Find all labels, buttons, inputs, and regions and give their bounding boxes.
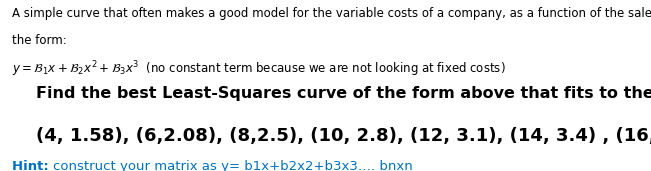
Text: A simple curve that often makes a good model for the variable costs of a company: A simple curve that often makes a good m…: [12, 7, 651, 20]
Text: Find the best Least-Squares curve of the form above that fits to the data:: Find the best Least-Squares curve of the…: [36, 86, 651, 101]
Text: (4, 1.58), (6,2.08), (8,2.5), (10, 2.8), (12, 3.1), (14, 3.4) , (16, 3.8) and (1: (4, 1.58), (6,2.08), (8,2.5), (10, 2.8),…: [36, 127, 651, 145]
Text: construct your matrix as y= b1x+b2x2+b3x3…. bnxn: construct your matrix as y= b1x+b2x2+b3x…: [53, 160, 413, 171]
Text: $y = \mathcal{B}_1x + \mathcal{B}_2x^2 + \mathcal{B}_3x^3$  (no constant term be: $y = \mathcal{B}_1x + \mathcal{B}_2x^2 +…: [12, 59, 505, 79]
Text: the form:: the form:: [12, 34, 66, 47]
Text: Hint:: Hint:: [12, 160, 53, 171]
